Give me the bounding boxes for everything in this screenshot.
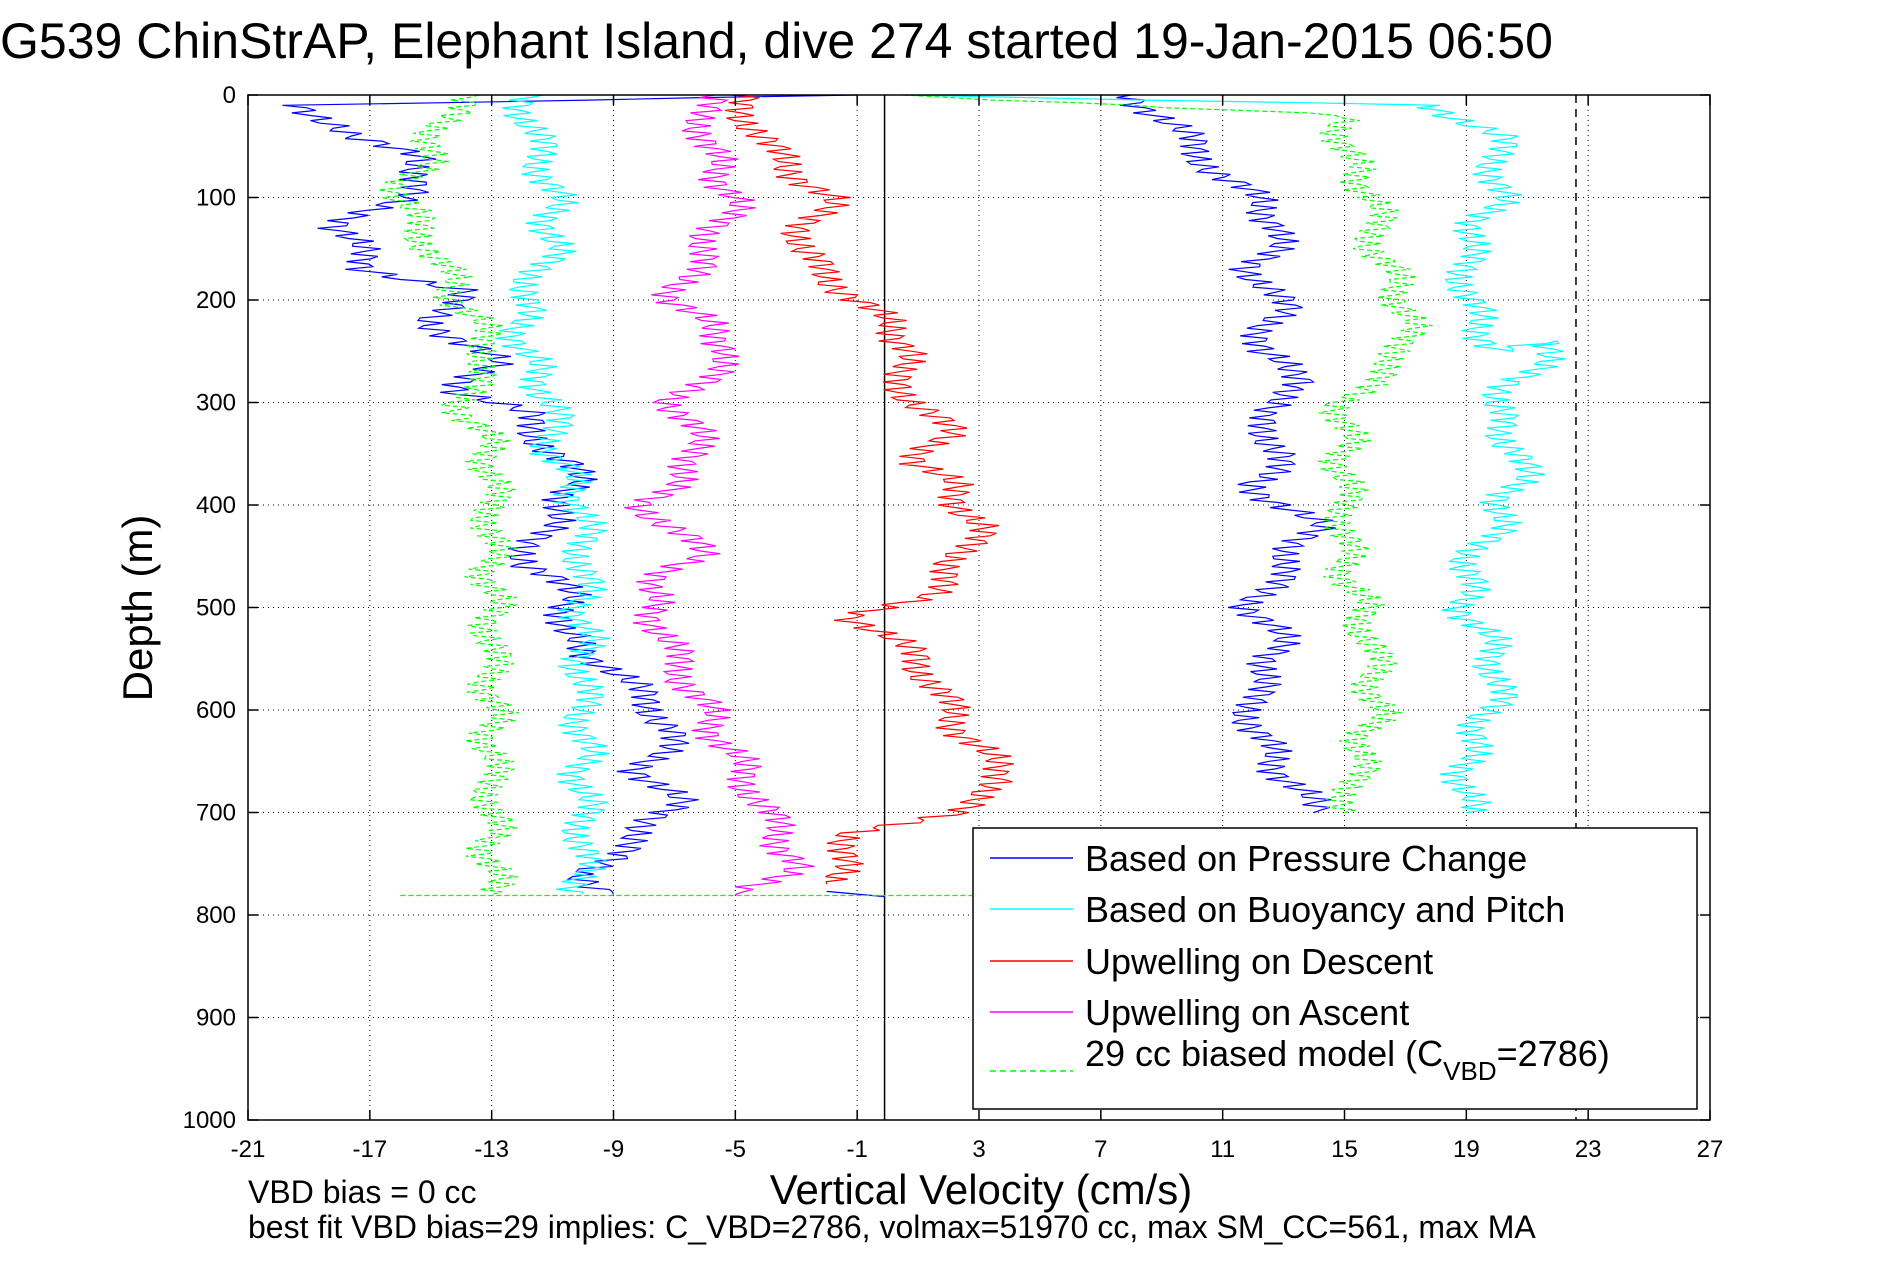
legend-label-ascent: Upwelling on Ascent — [1085, 992, 1409, 1033]
footer-vbd-bias: VBD bias = 0 cc — [248, 1174, 477, 1210]
y-tick-label: 700 — [196, 800, 236, 827]
x-tick-label: -5 — [725, 1136, 746, 1163]
x-tick-label: -1 — [846, 1136, 867, 1163]
y-tick-label: 600 — [196, 697, 236, 724]
series-layer — [282, 94, 1566, 898]
series-2 — [724, 94, 1014, 885]
series-line — [378, 94, 519, 896]
series-line — [902, 94, 1433, 814]
x-tick-label: 11 — [1210, 1136, 1235, 1163]
series-line — [1116, 94, 1336, 814]
legend: Based on Pressure Change Based on Buoyan… — [972, 827, 1698, 1110]
y-tick-label: 200 — [196, 287, 236, 314]
chart-title: G539 ChinStrAP, Elephant Island, dive 27… — [0, 13, 1553, 69]
series-line — [724, 94, 1014, 885]
y-axis-ticks: 0 100 200 300 400 500 600 700 800 900 1000 — [183, 82, 1710, 1134]
x-tick-label: 27 — [1697, 1136, 1724, 1163]
series-4 — [378, 94, 1433, 897]
series-line — [495, 94, 611, 895]
x-tick-label: -21 — [231, 1136, 266, 1163]
x-tick-label: 19 — [1453, 1136, 1480, 1163]
footer-best-fit: best fit VBD bias=29 implies: C_VBD=2786… — [248, 1209, 1536, 1245]
series-3 — [624, 94, 815, 896]
y-axis-label: Depth (m) — [114, 515, 161, 702]
y-tick-label: 0 — [223, 82, 236, 109]
x-tick-label: -9 — [603, 1136, 624, 1163]
legend-box — [972, 827, 1698, 1110]
series-line — [624, 94, 815, 896]
y-tick-label: 500 — [196, 595, 236, 622]
series-line — [905, 94, 1566, 814]
legend-label-descent: Upwelling on Descent — [1085, 941, 1433, 982]
legend-label-pressure: Based on Pressure Change — [1085, 838, 1527, 879]
x-tick-label: 23 — [1575, 1136, 1602, 1163]
x-axis-label: Vertical Velocity (cm/s) — [770, 1166, 1192, 1213]
y-tick-label: 400 — [196, 492, 236, 519]
x-tick-label: -13 — [474, 1136, 509, 1163]
x-tick-label: 15 — [1331, 1136, 1358, 1163]
x-axis-ticks: -21 -17 -13 -9 -5 -1 3 7 11 15 19 23 27 — [231, 95, 1724, 1163]
y-tick-label: 800 — [196, 902, 236, 929]
y-tick-label: 300 — [196, 390, 236, 417]
legend-label-buoyancy: Based on Buoyancy and Pitch — [1085, 889, 1565, 930]
series-1 — [495, 94, 1566, 895]
y-tick-label: 100 — [196, 185, 236, 212]
y-tick-label: 900 — [196, 1005, 236, 1032]
x-tick-label: 7 — [1094, 1136, 1107, 1163]
y-tick-label: 1000 — [183, 1107, 236, 1134]
series-line — [282, 94, 858, 895]
x-tick-label: -17 — [352, 1136, 387, 1163]
x-tick-label: 3 — [972, 1136, 985, 1163]
